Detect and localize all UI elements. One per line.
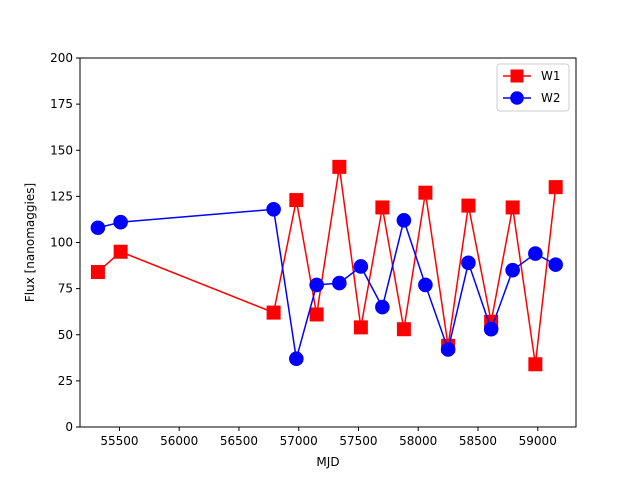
- data-point-w1: [289, 193, 304, 208]
- legend-marker: [510, 69, 524, 83]
- series-w2: [90, 201, 563, 367]
- y-axis-ticks: 0 25 50 75 100 125 150 175 200: [50, 51, 80, 434]
- data-point-w2: [289, 351, 304, 367]
- y-tick-label: 200: [50, 51, 73, 65]
- data-point-w2: [505, 262, 520, 278]
- data-point-w1: [418, 185, 433, 200]
- data-point-w2: [396, 213, 412, 228]
- legend-label: W2: [541, 91, 561, 105]
- data-point-w1: [375, 200, 390, 215]
- data-point-w2: [266, 201, 281, 217]
- y-tick-label: 50: [58, 328, 73, 342]
- data-point-w2: [548, 257, 563, 272]
- data-point-w1: [548, 180, 563, 195]
- x-tick-label: 57500: [339, 434, 377, 448]
- data-point-w2: [528, 246, 543, 261]
- legend-marker: [510, 91, 524, 105]
- series-line-w1: [97, 166, 557, 365]
- data-point-w2: [309, 277, 324, 293]
- y-tick-label: 25: [58, 374, 73, 388]
- data-point-w1: [528, 357, 543, 372]
- x-tick-label: 57000: [280, 434, 318, 448]
- y-tick-label: 100: [50, 236, 73, 250]
- data-point-w2: [113, 214, 128, 230]
- x-tick-label: 56000: [160, 434, 198, 448]
- x-tick-label: 59000: [519, 434, 557, 448]
- data-point-w2: [332, 275, 347, 291]
- x-tick-label: 58500: [459, 434, 497, 448]
- data-point-w1: [396, 322, 411, 337]
- y-tick-label: 125: [50, 189, 73, 203]
- x-tick-label: 55500: [100, 434, 138, 448]
- data-point-w2: [90, 220, 106, 236]
- data-point-w1: [90, 265, 105, 280]
- data-point-w1: [266, 305, 281, 320]
- y-tick-label: 75: [58, 282, 73, 296]
- data-point-w2: [483, 321, 499, 337]
- y-tick-label: 150: [50, 143, 73, 157]
- data-point-w1: [461, 198, 476, 213]
- legend: W1 W2: [496, 63, 570, 112]
- y-tick-label: 175: [50, 97, 73, 111]
- data-point-w1: [353, 320, 368, 335]
- data-point-w1: [332, 159, 347, 174]
- data-point-w2: [375, 299, 390, 315]
- data-point-w2: [461, 255, 476, 271]
- data-point-w1: [113, 244, 128, 259]
- x-tick-label: 58000: [399, 434, 437, 448]
- legend-item-w2: W2: [503, 91, 561, 105]
- legend-item-w1: W1: [503, 69, 561, 83]
- data-point-w1: [309, 307, 324, 322]
- x-tick-label: 56500: [220, 434, 258, 448]
- y-tick-label: 0: [65, 420, 73, 434]
- y-axis-label: Flux [nanomaggies]: [23, 183, 37, 302]
- x-axis-label: MJD: [316, 455, 339, 469]
- series-layer: [90, 159, 563, 372]
- x-axis-ticks: 55500 56000 56500 57000 57500 58000 58500 59000: [100, 427, 557, 448]
- series-w1: [90, 159, 563, 372]
- data-point-w1: [505, 200, 520, 215]
- data-point-w2: [353, 259, 369, 274]
- series-line-w2: [97, 208, 557, 359]
- legend-label: W1: [541, 69, 561, 83]
- data-point-w2: [440, 342, 456, 357]
- data-point-w2: [418, 277, 433, 293]
